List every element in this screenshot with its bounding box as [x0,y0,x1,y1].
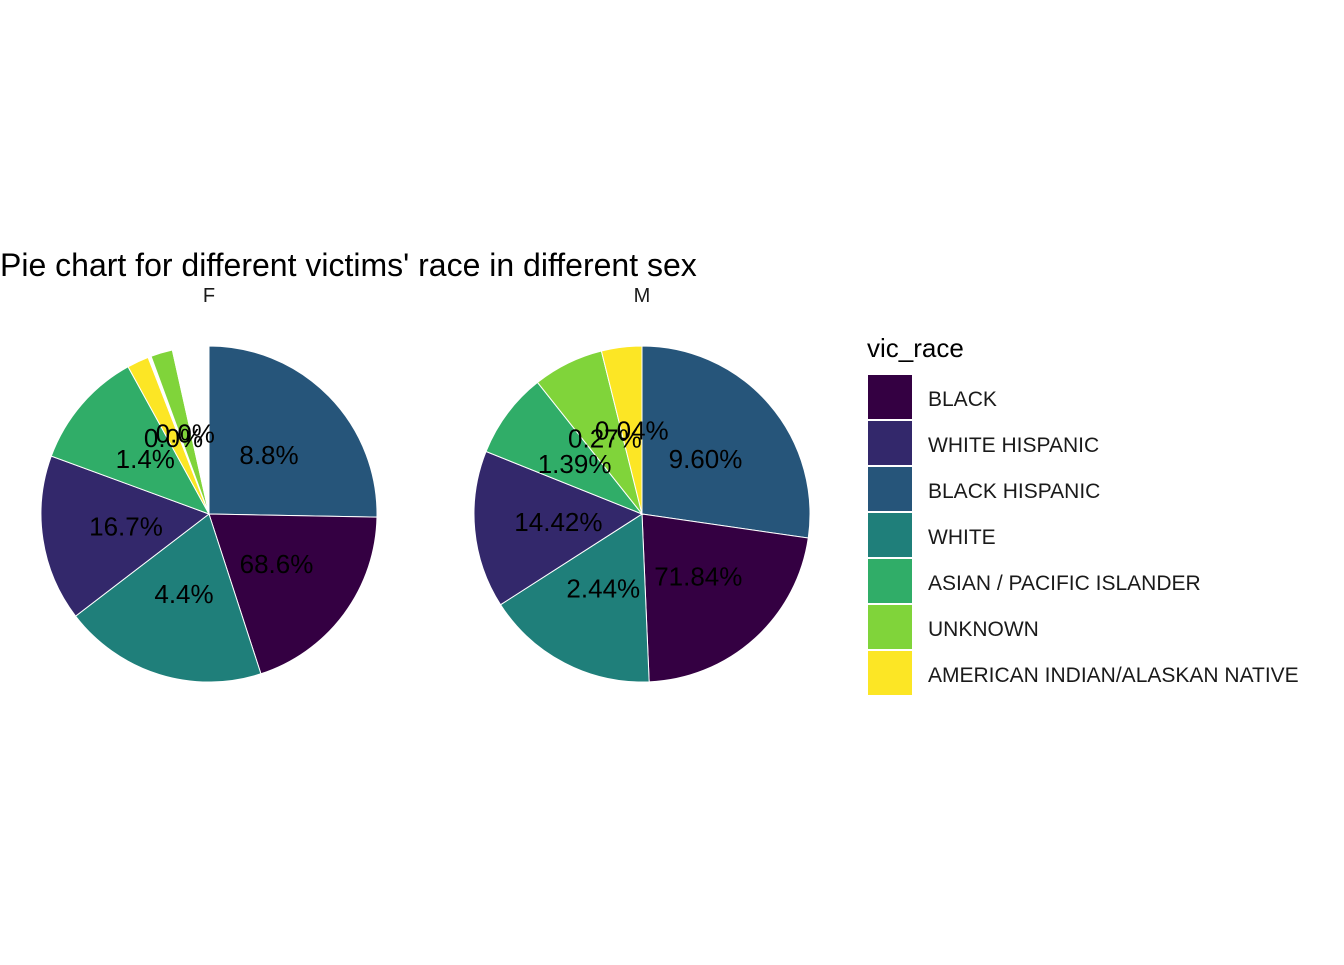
slice-data-label: 0.27% [568,424,642,454]
legend-key-swatch [868,375,912,419]
pie-slice-white [74,513,262,683]
legend-item-label: WHITE HISPANIC [928,434,1099,457]
legend-item-white-hispanic: WHITE HISPANIC [868,421,1099,465]
slice-data-label: 68.6% [240,549,314,579]
facet-panel-f: F 8.8% 68.6% 4.4% 16.7% 1.4%0.0%0.0% [40,285,378,683]
slice-data-label: 8.8% [239,440,298,470]
slice-data-label: 4.4% [154,579,213,609]
pie-slice-blank [171,345,210,515]
pie-slice-black-hispanic [208,345,378,518]
legend-item-label: AMERICAN INDIAN/ALASKAN NATIVE [928,664,1299,687]
facet-strip-label: M [634,285,651,307]
slice-data-label: 0.0% [144,423,203,453]
legend-key-swatch [868,651,912,695]
pie-slice-black [641,513,809,683]
pie-slice-asian-pacific-islander [485,381,644,516]
legend-key-swatch [868,605,912,649]
slice-data-label: 16.7% [89,512,163,542]
facet-strip-label: F [203,285,215,307]
legend-key-swatch [868,559,912,603]
pie-slice-white-hispanic [473,450,644,606]
slice-data-label: 71.84% [654,561,742,591]
slice-data-label: 9.60% [669,444,743,474]
legend-item-label: BLACK [928,388,997,411]
legend: BLACK WHITE HISPANIC BLACK HISPANIC WHITE AS… [868,375,1299,695]
slice-data-label: 0.04% [595,416,669,446]
slice-data-label: 1.4% [116,444,175,474]
legend-item-asian-pacific-islander: ASIAN / PACIFIC ISLANDER [868,559,1201,603]
legend-item-label: WHITE [928,526,996,549]
slice-data-label: 14.42% [514,507,602,537]
slice-data-label: 0.0% [156,418,215,448]
legend-title: vic_race [867,333,964,363]
legend-item-unknown: UNKNOWN [868,605,1039,649]
legend-item-american-indian-alaskan-native: AMERICAN INDIAN/ALASKAN NATIVE [868,651,1299,695]
pie-slice-white [499,513,650,683]
legend-item-label: ASIAN / PACIFIC ISLANDER [928,572,1201,595]
slice-data-label: 1.39% [538,449,612,479]
facet-panels: F 8.8% 68.6% 4.4% 16.7% 1.4%0.0%0.0% M 9.60% 71.… [40,285,811,683]
legend-item-label: BLACK HISPANIC [928,480,1100,503]
pie-slice-black-hispanic [641,345,811,539]
slice-data-label: 2.44% [566,574,640,604]
legend-item-white: WHITE [868,513,996,557]
legend-key-swatch [868,467,912,511]
chart-title: Pie chart for different victims' race in… [0,247,697,283]
legend-item-black: BLACK [868,375,997,419]
legend-item-black-hispanic: BLACK HISPANIC [868,467,1100,511]
legend-key-swatch [868,513,912,557]
pie-slice-american-indian-alaskan-native [600,345,643,515]
legend-key-swatch [868,421,912,465]
pie-slice-asian-pacific-islander [50,366,211,515]
pie-slice-white-hispanic [40,455,211,617]
facet-panel-m: M 9.60% 71.84% 2.44% 14.42% 1.39%0.27%0.04% [473,285,811,683]
pie-slice-black [208,513,378,675]
legend-item-label: UNKNOWN [928,618,1039,641]
